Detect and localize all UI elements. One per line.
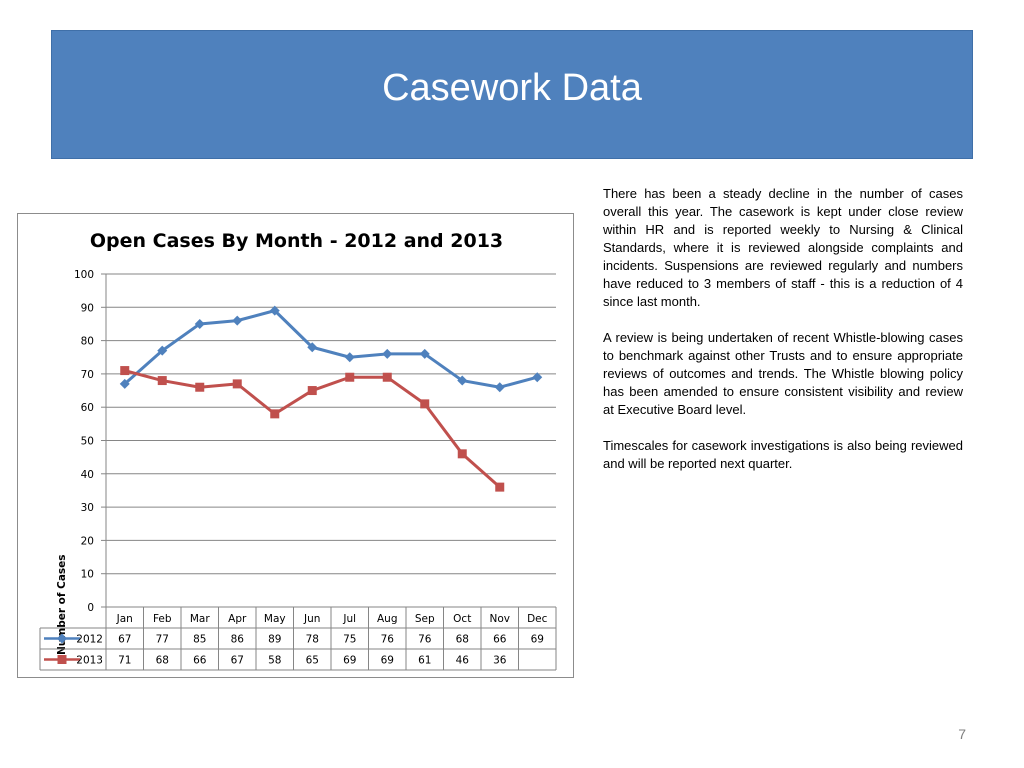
y-tick-label: 40 (81, 469, 94, 481)
table-value: 89 (268, 634, 281, 646)
legend-label: 2012 (76, 634, 103, 646)
table-value: 71 (118, 655, 131, 667)
data-point-2013 (270, 409, 280, 419)
x-category-label: Apr (228, 613, 247, 625)
paragraph-1: There has been a steady decline in the n… (603, 186, 963, 309)
y-tick-label: 70 (81, 369, 94, 381)
data-point-2013 (457, 449, 467, 459)
y-tick-label: 60 (81, 402, 94, 414)
table-value: 58 (268, 655, 281, 667)
y-tick-label: 80 (81, 336, 94, 348)
table-value: 86 (231, 634, 245, 646)
data-point-2012 (232, 315, 243, 326)
table-value: 66 (493, 634, 507, 646)
table-value: 66 (193, 655, 207, 667)
table-value: 85 (193, 634, 206, 646)
data-point-2013 (307, 386, 317, 396)
x-category-label: Jul (342, 613, 356, 625)
x-category-label: May (264, 613, 286, 625)
y-tick-label: 90 (81, 302, 94, 314)
x-category-label: Jan (116, 613, 133, 625)
data-point-2012 (307, 342, 318, 353)
data-point-2012 (194, 318, 205, 329)
table-value: 65 (306, 655, 319, 667)
table-value: 67 (231, 655, 244, 667)
data-point-2012 (157, 345, 168, 356)
y-tick-label: 30 (81, 502, 94, 514)
data-point-2013 (195, 382, 205, 392)
table-value: 68 (156, 655, 169, 667)
y-tick-label: 0 (87, 602, 94, 614)
x-category-label: Nov (490, 613, 511, 625)
table-value: 61 (418, 655, 431, 667)
data-point-2013 (232, 379, 242, 389)
x-category-label: Sep (415, 613, 435, 625)
table-value: 69 (343, 655, 356, 667)
table-value: 69 (381, 655, 394, 667)
data-point-2012 (494, 382, 505, 393)
data-point-2013 (120, 366, 130, 376)
data-point-2013 (382, 372, 392, 382)
series-line-2012 (123, 309, 538, 389)
y-tick-label: 100 (74, 269, 94, 281)
table-value: 77 (156, 634, 169, 646)
data-point-2013 (420, 399, 430, 409)
y-tick-label: 10 (81, 569, 94, 581)
line-chart: 0 10 20 30 40 50 60 70 80 90 100 Jan Feb Mar Apr May Jun… (39, 269, 557, 671)
x-category-label: Jun (303, 613, 320, 625)
data-point-2012 (344, 352, 355, 363)
table-value: 76 (418, 634, 432, 646)
x-category-label: Mar (190, 613, 210, 625)
table-value: 78 (306, 634, 319, 646)
table-value: 68 (456, 634, 469, 646)
data-point-2013 (345, 372, 355, 382)
y-tick-label: 20 (81, 535, 94, 547)
data-point-2012 (532, 372, 543, 383)
x-category-label: Dec (527, 613, 548, 625)
x-category-label: Aug (377, 613, 398, 625)
table-value: 76 (381, 634, 395, 646)
chart-title: Open Cases By Month - 2012 and 2013 (89, 230, 504, 252)
data-point-2012 (457, 375, 468, 386)
table-value: 67 (118, 634, 131, 646)
x-category-label: Oct (453, 613, 471, 625)
page-number: 7 (958, 726, 966, 742)
data-point-2013 (157, 376, 167, 386)
paragraph-3: Timescales for casework investigations i… (603, 438, 963, 471)
legend-marker-2013 (57, 655, 67, 664)
legend-label: 2013 (76, 655, 103, 667)
table-value: 46 (456, 655, 470, 667)
body-text: There has been a steady decline in the n… (603, 185, 963, 491)
chart-frame: Open Cases By Month - 2012 and 2013 Numb… (17, 213, 574, 678)
data-point-2012 (419, 348, 430, 359)
data-point-2012 (382, 348, 393, 359)
table-value: 69 (531, 634, 544, 646)
y-tick-label: 50 (81, 436, 94, 448)
data-point-2013 (495, 482, 505, 492)
data-point-2012 (269, 305, 280, 316)
title-banner: Casework Data (51, 30, 973, 159)
paragraph-2: A review is being undertaken of recent W… (603, 330, 963, 417)
data-point-2012 (119, 378, 130, 389)
x-category-label: Feb (153, 613, 172, 625)
table-value: 36 (493, 655, 507, 667)
table-value: 75 (343, 634, 356, 646)
legend-marker-2012 (57, 633, 67, 644)
slide-title: Casework Data (382, 67, 642, 109)
